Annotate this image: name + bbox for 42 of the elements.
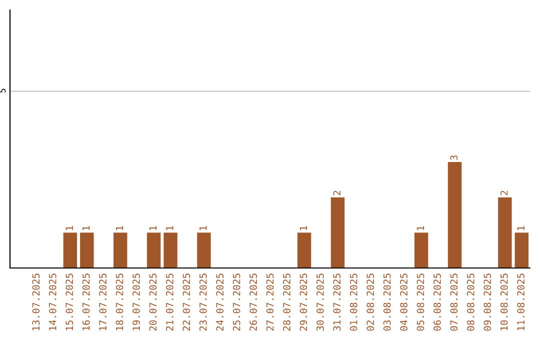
data-label: 3 [450, 155, 458, 160]
x-tick-label: 08.08.2025 [466, 274, 474, 331]
x-tick-label: 04.08.2025 [400, 274, 408, 331]
x-tick-label: 28.07.2025 [283, 274, 290, 331]
x-tick-label: 31.07.2025 [333, 274, 341, 331]
x-tick-label: 10.08.2025 [500, 274, 508, 330]
x-tick-label: 25.07.2025 [232, 274, 240, 331]
data-label: 2 [333, 190, 340, 196]
x-tick-label: 03.08.2025 [383, 274, 391, 331]
x-tick-label: 23.07.2025 [199, 274, 207, 331]
x-tick-label: 20.07.2025 [149, 274, 157, 331]
x-tick-label: 22.07.2025 [182, 274, 190, 331]
x-tick-label: 13.07.2025 [32, 274, 40, 330]
data-label: 1 [200, 226, 207, 230]
x-tick-label: 16.07.2025 [82, 274, 90, 330]
data-label: 1 [300, 226, 307, 230]
x-tick-label: 26.07.2025 [250, 274, 257, 331]
data-label: 2 [500, 190, 508, 196]
data-label: 1 [149, 226, 157, 230]
data-label: 1 [116, 226, 124, 230]
data-label: 1 [66, 226, 73, 230]
x-tick-label: 19.07.2025 [132, 274, 140, 330]
x-tick-label: 27.07.2025 [266, 274, 274, 331]
data-label: 1 [82, 226, 90, 230]
x-tick-label: 30.07.2025 [316, 274, 324, 331]
x-tick-label: 11.08.2025 [517, 274, 524, 330]
data-label: 1 [416, 226, 424, 230]
x-tick-label: 09.08.2025 [484, 274, 492, 331]
x-tick-label: 29.07.2025 [300, 274, 308, 331]
x-tick-label: 17.07.2025 [99, 274, 106, 330]
x-tick-label: 01.08.2025 [350, 274, 358, 331]
x-tick-label: 24.07.2025 [216, 274, 224, 331]
x-tick-label: 18.07.2025 [116, 274, 124, 330]
x-tick-label: 05.08.2025 [416, 274, 424, 331]
x-tick-label: 02.08.2025 [366, 274, 374, 331]
x-tick-label: 15.07.2025 [66, 274, 74, 330]
x-tick-label: 06.08.2025 [434, 274, 441, 331]
x-tick-label: 14.07.2025 [48, 274, 56, 330]
x-tick-label: 21.07.2025 [166, 274, 174, 331]
data-label: 1 [166, 226, 174, 230]
data-label: 1 [517, 226, 524, 230]
x-tick-label: 07.08.2025 [450, 274, 458, 331]
